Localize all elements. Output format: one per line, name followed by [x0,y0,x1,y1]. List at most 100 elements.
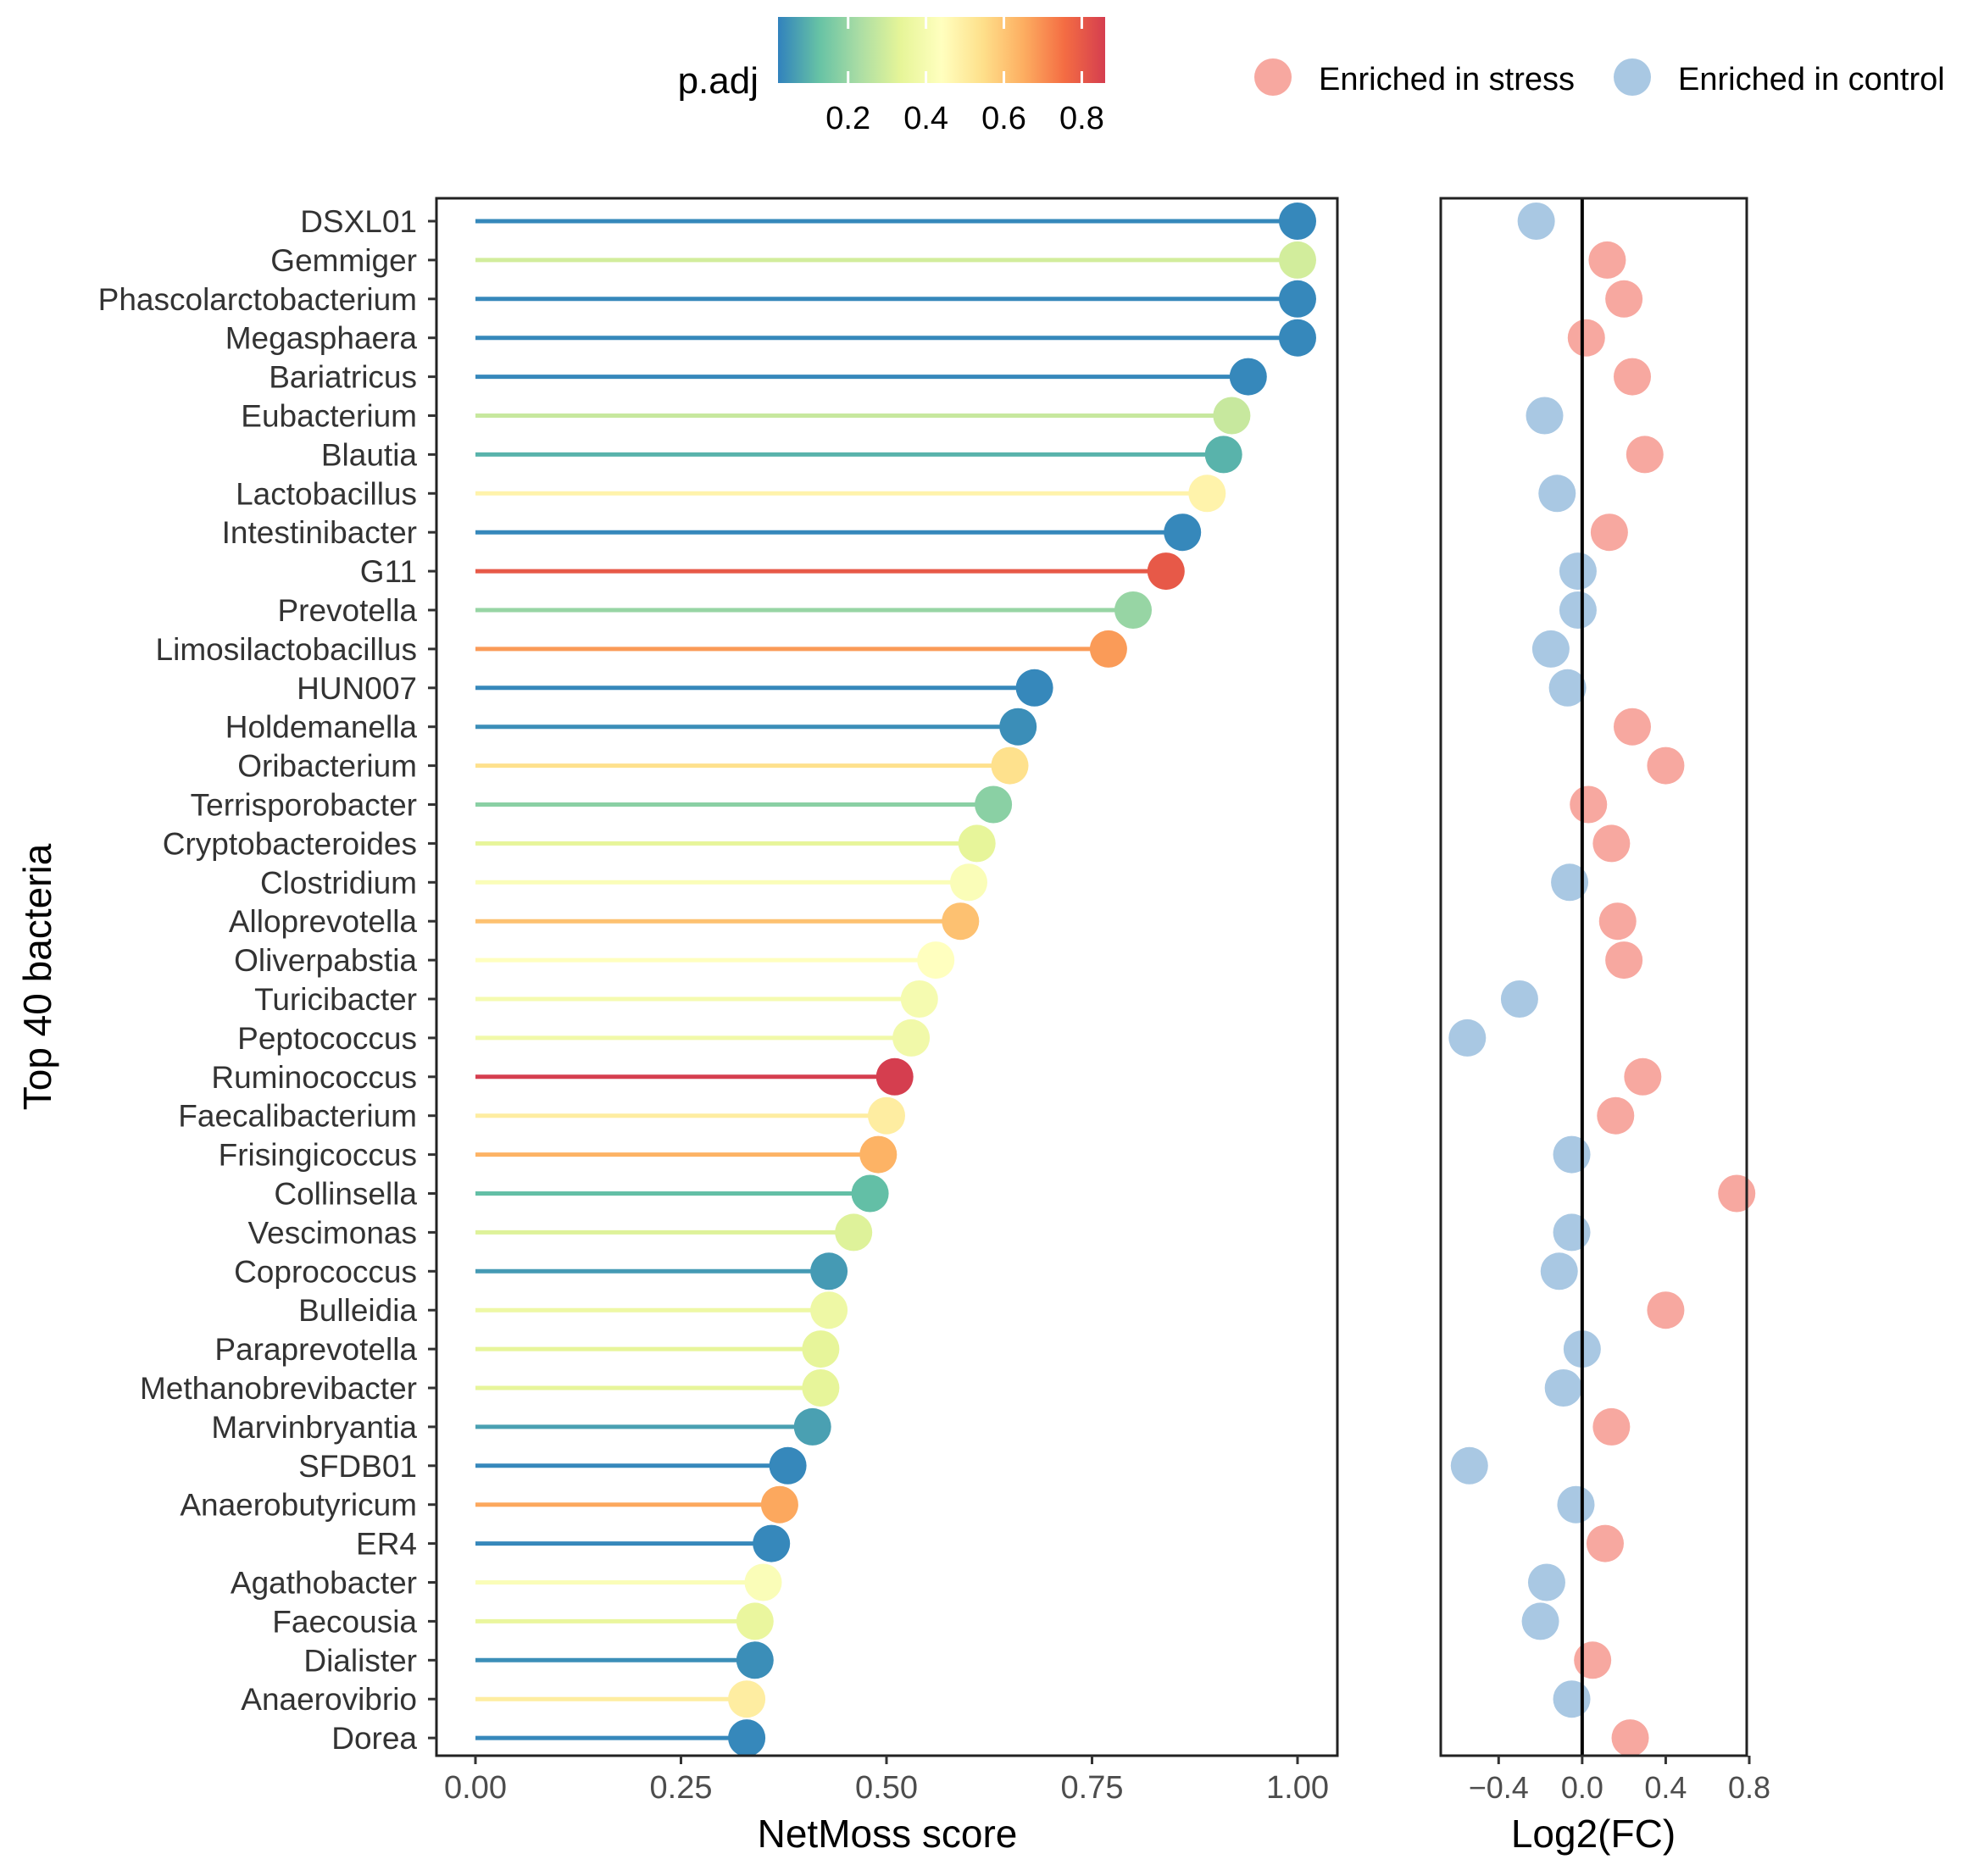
legend-stress-label: Enriched in stress [1319,62,1575,97]
lollipop-category-labels: DSXL01 Gemmiger Phascolarctobacterium Megas… [98,204,436,1756]
category-label: Megasphaera [225,321,418,356]
lollipop-point [1147,552,1185,591]
lollipop-point [736,1602,774,1640]
category-label: Bariatricus [269,360,417,395]
logfc-x-axis-title: Log2(FC) [1511,1812,1676,1856]
logfc-point [1647,747,1685,785]
lollipop-point [1114,591,1152,629]
logfc-point [1590,513,1628,552]
colorbar-gradient [778,17,1105,83]
x-tick-label: −0.4 [1469,1770,1529,1805]
lollipop-point [793,1407,831,1446]
logfc-x-ticks: −0.4 0.0 0.4 0.8 [1469,1756,1770,1805]
lollipop-panel: DSXL01 Gemmiger Phascolarctobacterium Megas… [15,197,1339,1856]
category-label: Methanobrevibacter [140,1371,417,1406]
lollipop-point [1089,630,1127,668]
colorbar-tick-label: 0.4 [903,101,948,136]
colorbar-title: p.adj [678,60,759,102]
lollipop-point [917,941,955,980]
category-label: Eubacterium [241,399,417,434]
logfc-point [1598,902,1637,941]
lollipop-point [802,1369,840,1407]
logfc-point [1448,1018,1487,1057]
category-label: Paraprevotella [214,1332,417,1367]
category-label: ER4 [356,1527,417,1562]
category-label: Anaerobutyricum [180,1488,417,1523]
logfc-point [1551,863,1589,902]
lollipop-point [875,1057,914,1096]
logfc-panel-border [1439,197,1748,1757]
category-label: Faecousia [272,1604,417,1639]
lollipop-point [810,1291,848,1329]
category-label: Agathobacter [231,1566,417,1601]
lollipop-point [769,1446,807,1485]
category-label: Faecalibacterium [178,1099,417,1134]
logfc-point [1521,1602,1559,1640]
x-tick-label: 1.00 [1266,1770,1329,1806]
category-label: Anaerovibrio [241,1682,417,1717]
lollipop-point [1279,319,1316,357]
category-label: Frisingicoccus [219,1138,417,1173]
legend-control-label: Enriched in control [1678,62,1945,97]
logfc-point [1540,1252,1578,1290]
category-label: Turicibacter [254,982,417,1017]
lollipop-point [999,708,1037,746]
lollipop-point [892,1018,931,1057]
colorbar-tick-label: 0.8 [1059,101,1104,136]
lollipop-point [900,980,938,1018]
category-label: Gemmiger [270,243,417,278]
lollipop-point [942,902,980,941]
logfc-point [1553,1680,1591,1718]
lollipop-point [851,1174,889,1213]
logfc-point [1588,241,1626,279]
category-label: Holdemanella [225,710,418,745]
lollipop-x-axis-title: NetMoss score [758,1812,1018,1856]
logfc-panel: −0.4 0.0 0.4 0.8 Log2(FC) [1439,197,1770,1856]
logfc-point [1574,1641,1612,1679]
category-label: DSXL01 [300,204,417,239]
x-tick-label: 0.8 [1728,1770,1770,1805]
lollipop-point [810,1252,848,1290]
lollipop-point [868,1096,905,1135]
category-label: G11 [360,554,417,589]
lollipop-point [1279,241,1316,279]
x-tick-label: 0.00 [444,1770,507,1806]
category-label: Clostridium [260,865,417,900]
x-tick-label: 0.0 [1561,1770,1603,1805]
lollipop-point [835,1213,873,1252]
lollipop-point [728,1719,766,1757]
category-label: Phascolarctobacterium [98,282,417,317]
lollipop-point [991,747,1029,785]
x-tick-label: 0.25 [650,1770,713,1806]
lollipop-point [1188,475,1226,513]
category-label: Blautia [321,437,418,472]
category-label: Oliverpabstia [234,943,417,978]
category-label: Alloprevotella [229,904,418,939]
category-label: Peptococcus [237,1021,417,1056]
lollipop-point [1229,358,1267,396]
category-label: Collinsella [274,1177,417,1212]
lollipop-point [1279,203,1316,240]
lollipop-point [1015,669,1053,707]
category-label: HUN007 [297,671,417,706]
category-label: Marvinbryantia [211,1410,417,1445]
logfc-point [1592,1407,1631,1446]
category-label: Dorea [331,1721,417,1756]
lollipop-point [950,863,987,902]
logfc-point [1614,358,1651,396]
category-label: Vescimonas [248,1215,418,1250]
lollipop-point [744,1563,782,1601]
lollipop-point [802,1330,840,1368]
category-label: Terrisporobacter [191,788,417,823]
logfc-point [1500,980,1538,1018]
lollipop-point [728,1680,766,1718]
category-label: Oribacterium [237,749,417,784]
logfc-point [1614,708,1651,746]
logfc-point [1567,319,1605,357]
logfc-point [1592,824,1631,863]
logfc-point [1626,436,1664,474]
lollipop-point [1164,513,1202,552]
category-label: Bulleidia [298,1293,417,1328]
x-tick-label: 0.4 [1644,1770,1687,1805]
lollipop-point [859,1135,898,1174]
